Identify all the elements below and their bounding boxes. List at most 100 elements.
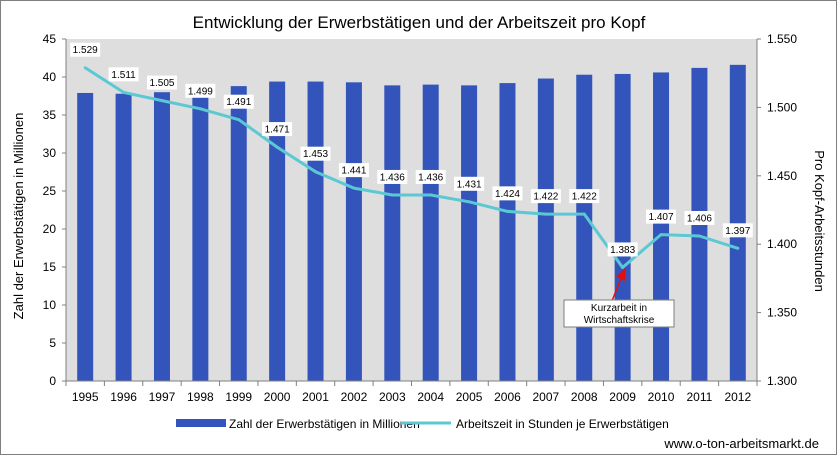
x-tick-label-2002: 2002 — [341, 390, 368, 404]
annotation-box — [563, 299, 675, 328]
line-point-1998 — [198, 107, 202, 111]
x-tick-label-2010: 2010 — [648, 390, 675, 404]
line-point-2010 — [659, 233, 663, 237]
annotation-line-1: Kurzarbeit in — [591, 303, 647, 314]
y-tick-label-0: 0 — [49, 374, 56, 388]
data-label-box-1997 — [146, 75, 177, 90]
line-point-2004 — [429, 193, 433, 197]
data-label-2012: 1.397 — [725, 226, 750, 237]
legend-label-bars: Zahl der Erwerbstätigen in Millionen — [229, 417, 420, 431]
x-tick-label-2000: 2000 — [264, 390, 291, 404]
data-label-box-2003 — [377, 169, 408, 184]
data-labels: 1.529 1.511 1.505 1.499 1.491 1.471 1.453 1.441… — [70, 42, 753, 257]
legend-swatch-bars — [176, 419, 226, 427]
y-tick-label-30: 30 — [43, 146, 57, 160]
y-tick-label-5: 5 — [49, 336, 56, 350]
bar-1997 — [153, 92, 170, 381]
line-point-2003 — [390, 193, 394, 197]
data-label-box-2007 — [530, 189, 561, 204]
line-point-2002 — [352, 186, 356, 190]
y2-tick-label-1.300: 1.300 — [767, 374, 797, 388]
data-label-2006: 1.424 — [495, 189, 520, 200]
data-label-box-2010 — [646, 209, 677, 224]
data-label-1998: 1.499 — [188, 86, 213, 97]
y-tick-label-45: 45 — [43, 32, 57, 46]
x-tick-label-2008: 2008 — [571, 390, 598, 404]
data-label-2011: 1.406 — [687, 213, 712, 224]
y2-tick-label-1.550: 1.550 — [767, 32, 797, 46]
x-tick-label-1998: 1998 — [187, 390, 214, 404]
data-label-box-2005 — [454, 176, 485, 191]
data-label-2004: 1.436 — [418, 172, 443, 183]
y-tick-label-40: 40 — [43, 70, 57, 84]
data-label-box-1996 — [108, 67, 139, 82]
data-label-box-2008 — [569, 189, 600, 204]
annotation: Kurzarbeit in Wirtschaftskrise — [563, 267, 675, 328]
y-tick-label-25: 25 — [43, 184, 57, 198]
x-tick-label-2004: 2004 — [417, 390, 444, 404]
bar-2001 — [307, 81, 324, 381]
data-label-1996: 1.511 — [111, 70, 136, 81]
y-tick-label-35: 35 — [43, 108, 57, 122]
data-label-box-1999 — [223, 94, 254, 109]
data-label-box-2002 — [338, 163, 369, 178]
bar-1995 — [77, 92, 94, 382]
data-label-1997: 1.505 — [149, 78, 174, 89]
x-tick-label-2009: 2009 — [609, 390, 636, 404]
x-tick-label-2011: 2011 — [687, 390, 713, 404]
line-point-2011 — [697, 234, 701, 238]
data-label-2009: 1.383 — [610, 245, 635, 256]
x-tick-label-1996: 1996 — [110, 390, 137, 404]
line-point-1997 — [160, 99, 164, 103]
bar-2012 — [729, 64, 746, 381]
data-label-2002: 1.441 — [341, 166, 366, 177]
y-tick-label-20: 20 — [43, 222, 57, 236]
legend-label-line: Arbeitszeit in Stunden je Erwerbstätigen — [456, 417, 669, 431]
data-label-box-2011 — [684, 210, 715, 225]
data-label-2008: 1.422 — [572, 192, 597, 203]
line-series — [83, 66, 740, 269]
data-label-2000: 1.471 — [265, 125, 290, 136]
data-label-box-1995 — [70, 42, 101, 57]
line-point-2008 — [582, 212, 586, 216]
bar-2009 — [614, 73, 631, 382]
line-point-1999 — [237, 118, 241, 122]
y2-tick-label-1.500: 1.500 — [767, 100, 797, 114]
annotation-arrowhead — [616, 267, 626, 281]
line-point-1995 — [83, 66, 87, 70]
data-label-2007: 1.422 — [533, 192, 558, 203]
data-label-box-2012 — [722, 223, 753, 238]
data-label-1995: 1.529 — [73, 45, 98, 56]
data-label-box-2004 — [415, 169, 446, 184]
annotation-line-2: Wirtschaftskrise — [584, 315, 655, 326]
line-point-2012 — [736, 246, 740, 250]
x-tick-label-2005: 2005 — [456, 390, 483, 404]
data-label-1999: 1.491 — [226, 97, 251, 108]
bar-2007 — [537, 78, 554, 382]
y-tick-label-15: 15 — [43, 260, 57, 274]
data-label-2010: 1.407 — [649, 212, 674, 223]
data-label-box-2009 — [607, 242, 638, 257]
x-tick-label-2001: 2001 — [302, 390, 329, 404]
data-label-box-2006 — [492, 186, 523, 201]
source-url: www.o-ton-arbeitsmarkt.de — [663, 436, 819, 451]
line-point-2006 — [505, 209, 509, 213]
data-label-box-2000 — [262, 122, 293, 137]
y-axis-label: Zahl der Erwerbstätigen in Millionen — [11, 113, 26, 320]
bar-1999 — [230, 86, 247, 382]
line-point-1996 — [122, 90, 126, 94]
line-point-2000 — [275, 145, 279, 149]
x-tick-label-2006: 2006 — [494, 390, 521, 404]
bar-2008 — [576, 74, 593, 381]
line-point-2005 — [467, 200, 471, 204]
data-label-box-1998 — [185, 83, 216, 98]
y2-tick-label-1.350: 1.350 — [767, 306, 797, 320]
bar-2005 — [461, 85, 478, 382]
bar-1998 — [192, 89, 209, 381]
data-label-2005: 1.431 — [457, 179, 482, 190]
bar-2003 — [384, 85, 401, 382]
x-tick-label-2012: 2012 — [724, 390, 751, 404]
line-point-2007 — [544, 212, 548, 216]
